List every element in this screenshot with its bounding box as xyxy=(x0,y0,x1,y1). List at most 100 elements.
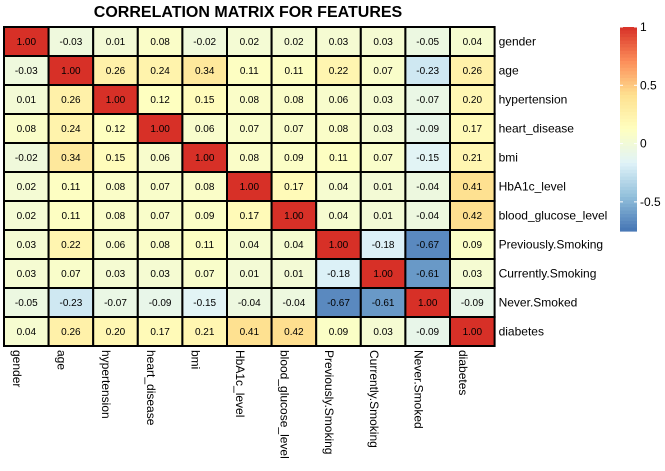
heatmap-cell: 0.03 xyxy=(359,26,407,57)
cell-rect xyxy=(404,142,451,173)
cell-value-label: -0.04 xyxy=(416,182,439,193)
heatmap-cell: 0.01 xyxy=(226,258,273,289)
heatmap-cell: 0.07 xyxy=(359,142,407,173)
cell-value-label: 0.11 xyxy=(62,211,81,222)
cell-value-label: 0.11 xyxy=(329,153,348,164)
cell-rect xyxy=(404,258,451,289)
cell-value-label: 0.03 xyxy=(17,269,37,280)
heatmap-cell: 0.01 xyxy=(359,171,407,202)
heatmap-cell: -0.09 xyxy=(449,287,496,318)
heatmap-cell: -0.15 xyxy=(404,142,451,173)
cell-value-label: 0.03 xyxy=(373,327,393,338)
chart-title: CORRELATION MATRIX FOR FEATURES xyxy=(94,4,403,21)
cell-value-label: 1.00 xyxy=(284,211,304,222)
cell-value-label: 0.02 xyxy=(240,37,260,48)
heatmap-cell: 0.09 xyxy=(270,142,318,173)
cell-value-label: 0.03 xyxy=(373,124,393,135)
cell-value-label: 0.01 xyxy=(17,95,37,106)
cell-rect xyxy=(3,316,50,347)
legend-color-step xyxy=(620,129,637,133)
legend-color-step xyxy=(620,27,637,31)
cell-value-label: 0.01 xyxy=(240,269,260,280)
cell-value-label: -0.67 xyxy=(416,240,439,251)
cell-rect xyxy=(92,258,139,289)
legend-color-step xyxy=(620,203,637,208)
cell-value-label: 0.11 xyxy=(195,240,214,251)
heatmap-cell: 0.22 xyxy=(47,229,95,260)
legend-color-step xyxy=(620,105,637,110)
legend-color-step xyxy=(620,81,637,86)
cell-value-label: 0.08 xyxy=(106,182,126,193)
heatmap-cell: 0.03 xyxy=(136,258,184,289)
column-labels: gender age hypertension heart_disease bmi HbA… xyxy=(10,350,470,459)
cell-value-label: 0.07 xyxy=(195,269,215,280)
legend-color-step xyxy=(620,183,637,188)
heatmap-cell: 0.07 xyxy=(47,258,95,289)
cell-value-label: 0.03 xyxy=(373,37,393,48)
heatmap-cell: 1.00 xyxy=(449,316,496,347)
cell-value-label: 1.00 xyxy=(106,95,126,106)
cell-value-label: 0.07 xyxy=(373,66,393,77)
cell-rect xyxy=(315,55,362,86)
cell-rect xyxy=(315,316,362,347)
legend-tick: 0 xyxy=(620,137,647,151)
heatmap-cell: -0.67 xyxy=(404,229,451,260)
heatmap-cell: 0.04 xyxy=(315,200,362,231)
legend-color-step xyxy=(620,91,637,96)
heatmap-cell: 0.02 xyxy=(270,26,318,57)
heatmap-cell: 0.08 xyxy=(181,171,228,202)
cell-value-label: 0.04 xyxy=(240,240,260,251)
cell-value-label: 0.08 xyxy=(195,182,215,193)
cell-value-label: 0.06 xyxy=(195,124,215,135)
cell-value-label: 0.24 xyxy=(61,124,81,135)
cell-rect xyxy=(181,287,228,318)
heatmap-cell: 0.11 xyxy=(270,55,318,86)
cell-value-label: 0.01 xyxy=(373,182,393,193)
heatmap-cell: 0.20 xyxy=(92,316,139,347)
cell-value-label: 0.03 xyxy=(17,240,37,251)
heatmap-cell: 0.03 xyxy=(359,84,407,115)
heatmap-cell: -0.03 xyxy=(3,55,50,86)
cell-value-label: 0.17 xyxy=(150,327,170,338)
cell-rect xyxy=(449,258,496,289)
legend-color-step xyxy=(620,54,637,59)
heatmap-cell: -0.23 xyxy=(404,55,451,86)
legend-color-step xyxy=(620,173,637,178)
legend-color-step xyxy=(620,33,637,38)
heatmap-cell: 0.01 xyxy=(270,258,318,289)
row-label: Never.Smoked xyxy=(499,296,578,310)
legend-tick: 0.5 xyxy=(620,78,657,92)
legend-color-step xyxy=(620,149,637,154)
cell-value-label: 0.08 xyxy=(284,95,304,106)
cell-value-label: 0.03 xyxy=(373,95,393,106)
heatmap-cell: 0.26 xyxy=(92,55,139,86)
heatmap-cell: 1.00 xyxy=(136,113,184,144)
cell-value-label: 0.02 xyxy=(284,37,304,48)
legend-color-step xyxy=(620,152,637,157)
cell-value-label: -0.09 xyxy=(149,298,172,309)
row-label: diabetes xyxy=(499,325,544,339)
column-label: heart_disease xyxy=(144,350,158,426)
column-label: Currently.Smoking xyxy=(367,350,381,448)
heatmap-cell: 0.17 xyxy=(136,316,184,347)
heatmap-cell: 1.00 xyxy=(404,287,451,318)
cell-value-label: 0.03 xyxy=(329,37,349,48)
heatmap-cell: -0.07 xyxy=(92,287,139,318)
cell-value-label: -0.02 xyxy=(193,37,216,48)
row-label: HbA1c_level xyxy=(499,180,566,194)
cell-value-label: 0.11 xyxy=(285,66,304,77)
heatmap-cell: 0.04 xyxy=(315,171,362,202)
cell-value-label: 0.20 xyxy=(106,327,126,338)
heatmap-cell: 0.34 xyxy=(181,55,228,86)
heatmap-cell: 0.12 xyxy=(92,113,139,144)
cell-rect xyxy=(92,113,139,144)
legend-color-step xyxy=(620,135,637,140)
cell-value-label: 0.01 xyxy=(106,37,126,48)
heatmap-cell: 0.21 xyxy=(181,316,228,347)
cell-value-label: 0.06 xyxy=(150,153,170,164)
heatmap-cell: 0.08 xyxy=(3,113,50,144)
cell-rect xyxy=(136,142,184,173)
cell-value-label: 0.04 xyxy=(463,37,483,48)
cell-value-label: 0.17 xyxy=(463,124,483,135)
